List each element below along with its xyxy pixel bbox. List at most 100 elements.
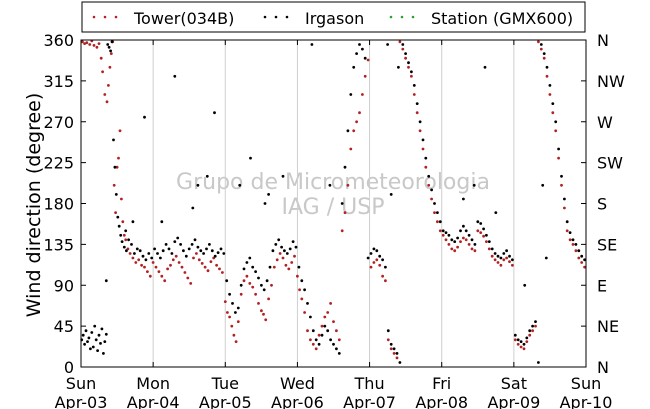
data-point-tower <box>166 267 170 271</box>
data-point-irgason <box>93 324 97 328</box>
data-point-tower <box>157 270 161 273</box>
data-point-tower <box>467 243 471 246</box>
y-right-label: NE <box>597 317 619 336</box>
data-point-irgason <box>184 254 188 258</box>
data-point-irgason <box>167 247 171 251</box>
data-point-irgason <box>113 165 117 169</box>
data-point-irgason <box>462 224 465 228</box>
data-point-irgason <box>361 47 364 51</box>
data-point-tower <box>81 40 84 44</box>
x-tick-label-date: Apr-06 <box>271 393 324 409</box>
data-point-irgason <box>173 74 177 78</box>
data-point-tower <box>218 267 221 271</box>
data-point-irgason <box>84 329 88 333</box>
data-point-tower <box>95 45 99 49</box>
data-point-irgason <box>114 193 118 196</box>
data-point-irgason <box>314 338 318 342</box>
data-point-tower <box>251 285 255 289</box>
data-point-tower <box>447 243 451 246</box>
data-point-irgason <box>196 183 200 187</box>
data-point-irgason <box>83 342 86 346</box>
data-point-irgason <box>133 252 136 255</box>
legend-marker-irgason <box>285 15 289 19</box>
data-point-irgason <box>534 320 537 323</box>
data-point-irgason <box>565 220 569 224</box>
data-point-tower <box>363 74 367 78</box>
data-point-tower <box>131 256 135 260</box>
data-point-tower <box>375 258 379 262</box>
data-point-tower <box>146 270 149 273</box>
data-point-irgason <box>447 233 451 237</box>
data-point-tower <box>278 252 282 255</box>
data-point-tower <box>456 245 459 249</box>
data-point-irgason <box>418 120 422 124</box>
data-point-irgason <box>386 329 390 333</box>
data-point-tower <box>323 315 327 319</box>
data-point-irgason <box>563 197 566 201</box>
data-point-tower <box>92 44 96 47</box>
data-point-irgason <box>225 279 229 283</box>
data-point-irgason <box>89 347 92 351</box>
data-point-irgason <box>502 252 506 255</box>
x-tick-label-date: Apr-05 <box>199 393 252 409</box>
data-point-tower <box>369 265 373 269</box>
data-point-irgason <box>263 202 267 205</box>
data-point-irgason <box>479 222 483 225</box>
data-point-tower <box>120 197 123 201</box>
data-point-irgason <box>421 138 425 142</box>
data-point-tower <box>148 274 152 278</box>
data-point-tower <box>257 302 260 305</box>
data-point-tower <box>197 258 201 262</box>
legend-marker-station <box>411 15 415 19</box>
legend-marker-irgason <box>263 15 267 19</box>
data-point-tower <box>462 236 465 240</box>
data-point-irgason <box>392 347 396 351</box>
data-point-tower <box>355 120 358 124</box>
data-point-irgason <box>397 65 400 69</box>
x-tick-label-date: Apr-07 <box>343 393 396 409</box>
data-point-tower <box>381 274 384 278</box>
data-point-irgason <box>271 249 275 253</box>
data-point-irgason <box>541 183 545 187</box>
legend-label-station: Station (GMX600) <box>431 9 573 28</box>
data-point-irgason <box>557 147 560 151</box>
data-point-tower <box>401 47 405 51</box>
y-axis-label: Wind direction (degree) <box>23 93 45 318</box>
data-point-irgason <box>182 249 185 253</box>
data-point-tower <box>248 282 252 285</box>
data-point-tower <box>473 249 477 253</box>
data-point-irgason <box>251 265 255 269</box>
data-point-tower <box>531 329 534 333</box>
data-point-tower <box>171 258 175 262</box>
data-point-irgason <box>109 49 112 53</box>
data-point-irgason <box>332 342 335 346</box>
data-point-tower <box>85 41 89 45</box>
data-point-tower <box>430 197 433 201</box>
legend-item-station: Station (GMX600) <box>389 9 573 28</box>
data-point-irgason <box>99 342 102 345</box>
data-point-irgason <box>519 340 523 343</box>
data-point-irgason <box>107 45 111 49</box>
data-point-tower <box>287 267 291 271</box>
data-point-tower <box>542 56 546 60</box>
data-point-irgason <box>228 292 232 296</box>
data-point-tower <box>320 324 324 328</box>
x-tick-label-date: Apr-10 <box>560 393 613 409</box>
y-right-label: E <box>597 276 607 295</box>
data-point-irgason <box>415 102 419 105</box>
data-point-tower <box>534 324 537 328</box>
data-point-tower <box>264 318 268 322</box>
x-tick-label-day: Tue <box>211 374 239 393</box>
y-right-label: SE <box>597 235 617 254</box>
data-point-tower <box>234 340 238 343</box>
legend-box <box>81 1 586 33</box>
x-tick-label-day: Fri <box>432 374 451 393</box>
data-point-tower <box>438 229 442 233</box>
data-point-tower <box>560 183 563 187</box>
data-point-irgason <box>366 256 370 260</box>
data-point-tower <box>267 297 270 301</box>
data-point-irgason <box>424 156 428 160</box>
data-point-irgason <box>288 247 292 251</box>
data-point-irgason <box>444 231 448 235</box>
